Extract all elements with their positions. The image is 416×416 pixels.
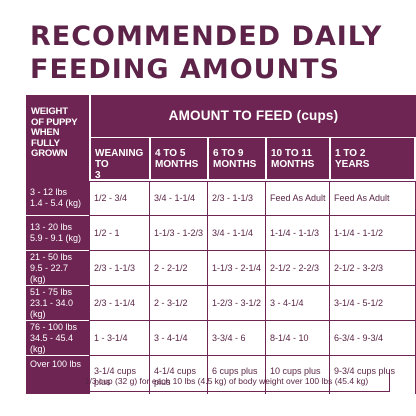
title-line-2: FEEDING AMOUNTS: [30, 54, 341, 85]
feeding-amount-cell: 3/4 - 1-1/4: [149, 181, 207, 216]
weight-header: WEIGHT OF PUPPY WHEN FULLY GROWN: [26, 95, 89, 185]
weight-header-line: FULLY: [31, 137, 60, 149]
column-header-3: 6 TO 9 MONTHS: [209, 137, 265, 179]
weight-cell: 13 - 20 lbs 5.9 - 9.1 (kg): [26, 216, 89, 250]
column-header-line: YEARS: [335, 159, 370, 170]
weight-cell-line: 3 - 12 lbs: [30, 187, 68, 197]
feeding-amount-cell: 3/4 - 1-1/4: [207, 216, 265, 251]
feeding-amount-cell: 3 - 4-1/4: [149, 321, 207, 356]
column-header-line: 6 TO 9: [213, 148, 244, 159]
feeding-amount-cell: 1-1/4 - 1-1/3: [265, 216, 329, 251]
weight-header-line: OF PUPPY: [31, 116, 78, 128]
weight-header-line: GROWN: [31, 148, 68, 159]
feeding-amount-cell: 1-2/3 - 3-1/2: [207, 286, 265, 321]
feeding-amount-cell: 10 cups plus: [265, 356, 329, 394]
weight-cell: 51 - 75 lbs 23.1 - 34.0 (kg): [26, 286, 89, 320]
weight-header-line: WHEN: [31, 127, 60, 138]
column-header-line: 1 TO 2: [335, 148, 366, 159]
weight-cell-line: 51 - 75 lbs: [30, 286, 73, 297]
feeding-amount-cell: Feed As Adult: [265, 181, 329, 216]
feeding-amount-cell: 2 - 2-1/2: [149, 251, 207, 286]
feeding-table: WEIGHT OF PUPPY WHEN FULLY GROWN AMOUNT …: [26, 95, 416, 394]
column-header-2: 4 TO 5 MONTHS: [151, 137, 207, 179]
weight-cell: 3 - 12 lbs 1.4 - 5.4 (kg): [26, 181, 89, 215]
feeding-amount-cell: 2/3 - 1-1/3: [207, 181, 265, 216]
feeding-amount-cell: 1-1/3 - 2-1/4: [207, 251, 265, 286]
column-header-line: 4 TO 5: [155, 148, 186, 159]
feeding-amount-cell: 4-1/4 cups plus: [149, 356, 207, 394]
weight-cell-line: 76 - 100 lbs: [30, 321, 78, 332]
feeding-amount-cell: 6-3/4 - 9-3/4: [329, 321, 416, 356]
feeding-amount-cell: 3-3/4 - 6: [207, 321, 265, 356]
weight-cell-line: 9.5 - 22.7 (kg): [30, 262, 69, 284]
feeding-amount-cell: 2 - 3-1/2: [149, 286, 207, 321]
column-header-line: MONTHS: [213, 159, 257, 170]
column-header-5: 1 TO 2 YEARS: [331, 137, 414, 179]
weight-cell-line: 23.1 - 34.0 (kg): [30, 297, 74, 319]
feeding-amount-cell: 8-1/4 - 10: [265, 321, 329, 356]
column-header-line: MONTHS: [271, 159, 315, 170]
weight-cell-line: 34.5 - 45.4 (kg): [30, 332, 74, 354]
column-header-line: MONTHS: [155, 159, 199, 170]
feeding-amount-cell: 3-1/4 cups plus: [89, 356, 149, 394]
column-header-line: 3 MONTHS: [95, 170, 101, 179]
feeding-amount-cell: 6 cups plus: [207, 356, 265, 394]
amount-header: AMOUNT TO FEED (cups): [91, 95, 416, 137]
feeding-amount-cell: 3-1/4 - 5-1/2: [329, 286, 416, 321]
feeding-amount-cell: 2-1/2 - 3-2/3: [329, 251, 416, 286]
feeding-amount-cell: 1-1/4 - 1-1/2: [329, 216, 416, 251]
weight-cell: 21 - 50 lbs 9.5 - 22.7 (kg): [26, 251, 89, 285]
feeding-amount-cell: 1-1/3 - 1-2/3: [149, 216, 207, 251]
page-title: RECOMMENDED DAILY FEEDING AMOUNTS: [30, 20, 400, 86]
feeding-amount-cell: 3 - 4-1/4: [265, 286, 329, 321]
feeding-amount-cell: 1 - 3-1/4: [89, 321, 149, 356]
weight-cell: 76 - 100 lbs 34.5 - 45.4 (kg): [26, 321, 89, 355]
weight-cell-line: Over 100 lbs: [30, 358, 82, 369]
feeding-amount-cell: 1/2 - 3/4: [89, 181, 149, 216]
column-header-1: WEANING TO3 MONTHS: [91, 137, 149, 179]
feeding-amount-cell: 2/3 - 1-1/4: [89, 286, 149, 321]
feeding-amount-cell: 2-1/2 - 2-2/3: [265, 251, 329, 286]
column-header-4: 10 TO 11 MONTHS: [267, 137, 329, 179]
feeding-amount-cell: Feed As Adult: [329, 181, 416, 216]
title-line-1: RECOMMENDED DAILY: [30, 21, 383, 52]
footnote: 1/3 cup (32 g) for each 10 lbs (4.5 kg) …: [63, 370, 390, 392]
weight-cell-line: 1.4 - 5.4 (kg): [30, 198, 82, 208]
column-header-line: WEANING TO: [95, 148, 144, 170]
note-side-bar: [26, 370, 89, 392]
feeding-amount-cell: 1/2 - 1: [89, 216, 149, 251]
feeding-amount-cell: 2/3 - 1-1/3: [89, 251, 149, 286]
weight-cell-line: 5.9 - 9.1 (kg): [30, 233, 82, 243]
weight-cell-line: 13 - 20 lbs: [30, 222, 73, 232]
weight-cell-line: 21 - 50 lbs: [30, 251, 73, 262]
column-header-line: 10 TO 11: [271, 148, 312, 159]
weight-header-line: WEIGHT: [31, 106, 68, 117]
